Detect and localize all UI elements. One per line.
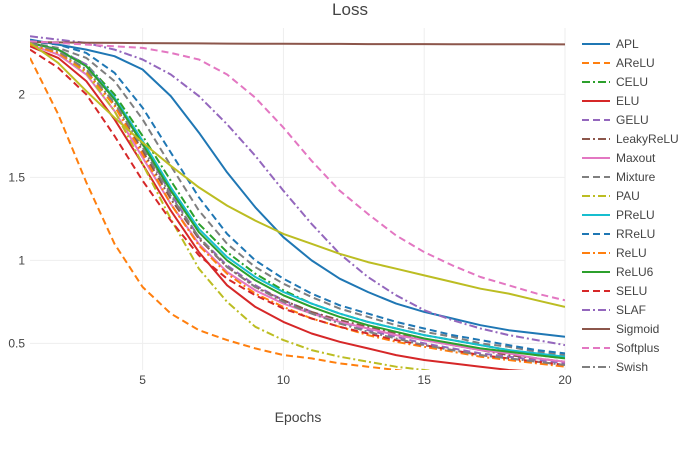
series-line-rrelu	[30, 40, 565, 355]
series-line-apl	[30, 38, 565, 338]
legend-label: GELU	[616, 113, 649, 127]
legend-item-tanh[interactable]: Tanh	[582, 379, 642, 393]
legend-item-prelu[interactable]: PReLU	[582, 208, 655, 222]
legend-item-celu[interactable]: CELU	[582, 75, 648, 89]
legend-item-rrelu[interactable]: RReLU	[582, 227, 655, 241]
series-lines	[30, 35, 565, 370]
legend-item-pau[interactable]: PAU	[582, 189, 640, 203]
series-line-sigmoid	[30, 41, 565, 46]
series-line-arelu	[30, 57, 405, 370]
y-tick-label: 1.5	[8, 170, 25, 184]
legend-label: SELU	[616, 284, 647, 298]
legend-label: APL	[616, 37, 639, 51]
series-line-prelu	[30, 41, 565, 358]
legend-item-selu[interactable]: SELU	[582, 284, 647, 298]
x-tick-label: 20	[558, 373, 572, 387]
series-line-relu	[30, 43, 565, 368]
legend-label: ReLU	[616, 246, 647, 260]
series-line-swish	[30, 41, 565, 366]
grid	[30, 28, 566, 370]
legend-item-sigmoid[interactable]: Sigmoid	[582, 322, 659, 336]
y-tick-label: 0.5	[8, 336, 25, 350]
chart-title: Loss	[332, 0, 368, 19]
legend-label: SLAF	[616, 303, 646, 317]
x-axis-ticks: 5 10 15 20	[139, 373, 572, 387]
legend-label: Sigmoid	[616, 322, 659, 336]
legend-label: Swish	[616, 360, 648, 374]
legend-label: LeakyReLU	[616, 132, 679, 146]
legend-item-mixture[interactable]: Mixture	[582, 170, 656, 184]
x-tick-label: 15	[418, 373, 432, 387]
x-tick-label: 10	[277, 373, 291, 387]
series-line-celu	[30, 41, 565, 360]
legend-item-relu[interactable]: ReLU	[582, 246, 647, 260]
legend-label: Maxout	[616, 151, 656, 165]
legend-item-softplus[interactable]: Softplus	[582, 341, 659, 355]
legend-label: RReLU	[616, 227, 655, 241]
y-tick-label: 2	[18, 87, 25, 101]
legend-label: Softplus	[616, 341, 659, 355]
x-tick-label: 5	[139, 373, 146, 387]
legend-item-maxout[interactable]: Maxout	[582, 151, 656, 165]
series-line-relu6	[30, 41, 565, 360]
legend-label: ELU	[616, 94, 639, 108]
legend-label: Mixture	[616, 170, 656, 184]
legend-item-apl[interactable]: APL	[582, 37, 639, 51]
series-line-softplus	[30, 40, 565, 302]
legend-label: Tanh	[616, 379, 642, 393]
legend-item-arelu[interactable]: AReLU	[582, 56, 655, 70]
x-axis-label: Epochs	[275, 409, 322, 425]
legend-label: AReLU	[616, 56, 655, 70]
legend-item-leakyrelu[interactable]: LeakyReLU	[582, 132, 679, 146]
legend[interactable]: APL AReLU CELU ELU GELU LeakyReLU Maxout Mixtur…	[582, 37, 679, 393]
series-line-pau	[30, 43, 433, 370]
legend-item-elu[interactable]: ELU	[582, 94, 639, 108]
legend-label: PAU	[616, 189, 640, 203]
legend-item-swish[interactable]: Swish	[582, 360, 648, 374]
series-line-slaf	[30, 35, 565, 347]
series-line-elu	[30, 45, 526, 370]
legend-item-relu6[interactable]: ReLU6	[582, 265, 654, 279]
legend-label: CELU	[616, 75, 648, 89]
series-line-tanh	[30, 42, 565, 308]
legend-item-slaf[interactable]: SLAF	[582, 303, 646, 317]
legend-label: ReLU6	[616, 265, 654, 279]
y-axis-ticks: 0.5 1 1.5 2	[8, 87, 25, 350]
y-tick-label: 1	[18, 253, 25, 267]
legend-label: PReLU	[616, 208, 655, 222]
series-line-mixture	[30, 41, 565, 357]
legend-item-gelu[interactable]: GELU	[582, 113, 649, 127]
